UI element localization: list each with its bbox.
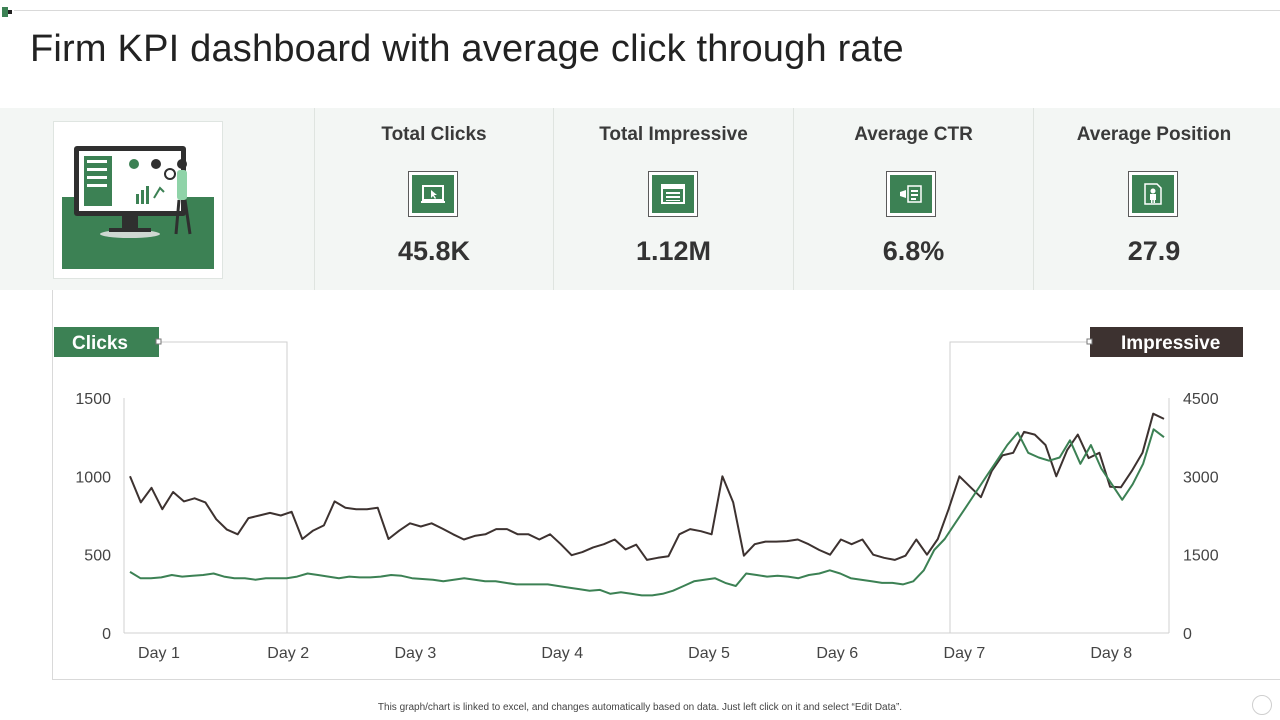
kpi-value: 1.12M: [635, 236, 712, 266]
footer-note: This graph/chart is linked to excel, and…: [377, 702, 903, 713]
impressive-series-line: [129, 412, 1165, 561]
y-left-tick-label: 1000: [75, 469, 111, 486]
y-left-tick-label: 1500: [75, 391, 111, 408]
kpi-value: 27.9: [1127, 236, 1181, 266]
impressive-legend-label: Impressive: [1121, 333, 1220, 354]
kpi-label: Average Position: [1076, 124, 1232, 145]
top-rule: [14, 10, 1280, 11]
clicks-series-line: [129, 428, 1165, 597]
chart-frame: [52, 290, 1280, 680]
impressive-legend-handle: [1086, 338, 1093, 345]
kpi-value: 45.8K: [397, 236, 471, 266]
megaphone-icon: [886, 171, 936, 217]
kpi-divider: [553, 108, 554, 290]
x-tick-label: Day 4: [541, 645, 583, 662]
kpi-card-average-ctr: Average CTR 6.8%: [794, 108, 1033, 290]
kpi-value: 6.8%: [882, 236, 945, 266]
x-tick-label: Day 6: [816, 645, 858, 662]
y-right-tick-label: 3000: [1183, 469, 1219, 486]
kpi-label: Total Impressive: [599, 124, 748, 145]
x-tick-label: Day 1: [138, 645, 180, 662]
x-tick-label: Day 3: [394, 645, 436, 662]
impressive-legend-box: [1090, 327, 1243, 357]
corner-mark: [2, 4, 12, 17]
kpi-divider: [793, 108, 794, 290]
dashboard-monitor-illustration: [62, 146, 214, 269]
impressive-connector-line: [949, 341, 1090, 633]
cursor-click-icon: [408, 171, 458, 217]
y-left-tick-label: 500: [84, 548, 111, 565]
page-title: Firm KPI dashboard with average click th…: [30, 28, 904, 70]
kpi-divider: [314, 108, 315, 290]
person-document-icon: [1128, 171, 1178, 217]
clicks-connector-line: [159, 341, 288, 633]
x-tick-label: Day 2: [267, 645, 309, 662]
hero-illustration-card: [53, 121, 223, 279]
page-indicator-circle: [1252, 695, 1272, 715]
y-right-tick-label: 4500: [1183, 391, 1219, 408]
clicks-legend-label: Clicks: [72, 333, 128, 354]
kpi-card-total-impressive: Total Impressive 1.12M: [554, 108, 793, 290]
y-right-tick-label: 0: [1183, 626, 1192, 643]
kpi-label: Average CTR: [854, 124, 973, 145]
kpi-divider: [1033, 108, 1034, 290]
clicks-legend-handle: [155, 338, 162, 345]
x-tick-label: Day 8: [1090, 645, 1132, 662]
y-left-tick-label: 0: [102, 626, 111, 643]
kpi-label: Total Clicks: [381, 124, 487, 145]
x-tick-label: Day 7: [944, 645, 986, 662]
kpi-card-average-position: Average Position 27.9: [1034, 108, 1274, 290]
kpi-card-total-clicks: Total Clicks 45.8K: [315, 108, 553, 290]
x-tick-label: Day 5: [688, 645, 730, 662]
y-right-tick-label: 1500: [1183, 548, 1219, 565]
browser-window-icon: [648, 171, 698, 217]
clicks-legend-box: [54, 327, 159, 357]
